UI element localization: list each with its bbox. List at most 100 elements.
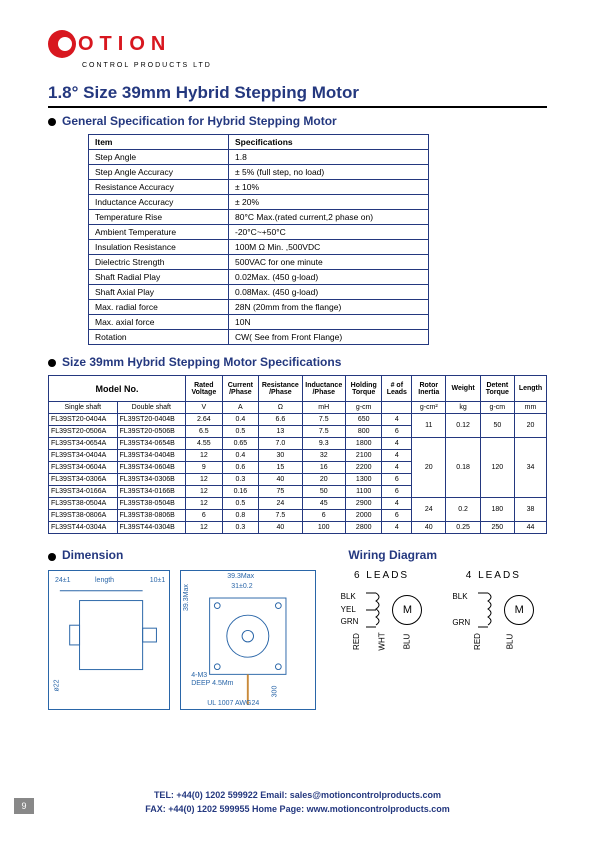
lead-label: BLK xyxy=(341,591,359,604)
unit: g-cm xyxy=(480,402,514,414)
table-cell: Step Angle xyxy=(89,150,229,165)
table-cell: FL39ST20-0404A xyxy=(49,414,118,426)
table-cell: -20°C~+50°C xyxy=(229,225,429,240)
table-cell: 16 xyxy=(302,462,345,474)
dim-label: 39.3Max xyxy=(183,584,190,611)
table-cell: 24 xyxy=(412,498,446,522)
table-cell: 12 xyxy=(186,474,223,486)
table-cell: 15 xyxy=(259,462,302,474)
table-row: FL39ST20-0404AFL39ST20-0404B2.640.46.67.… xyxy=(49,414,547,426)
table-cell: 4 xyxy=(382,450,412,462)
table-cell: 20 xyxy=(302,474,345,486)
coil-icon xyxy=(364,587,386,633)
table-cell: 12 xyxy=(186,522,223,534)
table-cell: FL39ST34-0404A xyxy=(49,450,118,462)
wiring-4-leads: 4 LEADS BLK GRN M RED BLU xyxy=(452,570,534,646)
wiring-4-left-labels: BLK GRN xyxy=(452,591,470,630)
table-cell: 250 xyxy=(480,522,514,534)
lead-label: YEL xyxy=(341,604,359,617)
table-cell: FL39ST38-0806A xyxy=(49,510,118,522)
dimension-side-svg xyxy=(49,571,169,709)
table-cell: Ambient Temperature xyxy=(89,225,229,240)
col-header: Inductance /Phase xyxy=(302,376,345,402)
table-cell: FL39ST34-0166A xyxy=(49,486,118,498)
dimension-front-view: 39.3Max 31±0.2 39.3Max 4-M3 DEEP 4.5Mm U… xyxy=(180,570,316,710)
table-cell: FL39ST38-0504A xyxy=(49,498,118,510)
col-header: Holding Torque xyxy=(345,376,382,402)
page-footer: 9 TEL: +44(0) 1202 599922 Email: sales@m… xyxy=(48,789,547,816)
table-cell: 2.64 xyxy=(186,414,223,426)
table-cell: 0.12 xyxy=(446,414,480,438)
lead-label: GRN xyxy=(452,617,470,630)
table-row: RotationCW( See from Front Flange) xyxy=(89,330,429,345)
table-cell: 44 xyxy=(514,522,546,534)
table-cell: FL39ST34-0654A xyxy=(49,438,118,450)
table-cell: 38 xyxy=(514,498,546,522)
table-cell: FL39ST34-0604B xyxy=(117,462,186,474)
bullet-icon xyxy=(48,553,56,561)
table-cell: 50 xyxy=(302,486,345,498)
subheader: Double shaft xyxy=(117,402,186,414)
table-row: Insulation Resistance100M Ω Min. ,500VDC xyxy=(89,240,429,255)
table-cell: 34 xyxy=(514,438,546,498)
gen-header-item: Item xyxy=(89,135,229,150)
dim-label: 4-M3 xyxy=(191,672,207,679)
wiring-6-title: 6 LEADS xyxy=(341,570,423,581)
bullet-icon xyxy=(48,359,56,367)
table-row: FL39ST34-0654AFL39ST34-0654B4.550.657.09… xyxy=(49,438,547,450)
table-cell: Rotation xyxy=(89,330,229,345)
table-cell: 0.6 xyxy=(222,462,259,474)
motor-symbol: M xyxy=(504,595,534,625)
dimension-front-svg xyxy=(181,571,315,709)
table-row: Resistance Accuracy± 10% xyxy=(89,180,429,195)
table-cell: 0.4 xyxy=(222,414,259,426)
motor-symbol: M xyxy=(392,595,422,625)
col-header: Weight xyxy=(446,376,480,402)
table-row: Single shaft Double shaft V A Ω mH g-cm … xyxy=(49,402,547,414)
table-cell: 28N (20mm from the flange) xyxy=(229,300,429,315)
dim-label: length xyxy=(95,577,114,584)
table-cell: 6 xyxy=(382,474,412,486)
table-cell: 11 xyxy=(412,414,446,438)
table-row: Dielectric Strength500VAC for one minute xyxy=(89,255,429,270)
logo-text: OTION xyxy=(78,33,171,56)
wiring-6-left-labels: BLK YEL GRN xyxy=(341,591,359,629)
table-cell: 2200 xyxy=(345,462,382,474)
lead-label: BLU xyxy=(403,634,412,650)
table-cell: 50 xyxy=(480,414,514,438)
dimension-heading: Dimension xyxy=(62,548,123,562)
dim-label: 39.3Max xyxy=(227,573,254,580)
unit: A xyxy=(222,402,259,414)
wiring-4-title: 4 LEADS xyxy=(452,570,534,581)
table-cell: FL39ST34-0306B xyxy=(117,474,186,486)
table-cell: 9.3 xyxy=(302,438,345,450)
table-cell: 0.08Max. (450 g-load) xyxy=(229,285,429,300)
logo-mark-icon xyxy=(48,30,76,58)
table-cell: FL39ST20-0404B xyxy=(117,414,186,426)
table-row: Inductance Accuracy± 20% xyxy=(89,195,429,210)
col-header: Rotor Inertia xyxy=(412,376,446,402)
table-cell: 6 xyxy=(186,510,223,522)
table-cell: 6.6 xyxy=(259,414,302,426)
company-logo: OTION xyxy=(48,30,547,58)
table-row: Shaft Axial Play0.08Max. (450 g-load) xyxy=(89,285,429,300)
table-cell: 0.5 xyxy=(222,426,259,438)
unit: mm xyxy=(514,402,546,414)
table-cell: 20 xyxy=(514,414,546,438)
table-cell: FL39ST44-0304B xyxy=(117,522,186,534)
table-cell: 650 xyxy=(345,414,382,426)
table-cell: 180 xyxy=(480,498,514,522)
table-cell: FL39ST34-0654B xyxy=(117,438,186,450)
lead-label: WHT xyxy=(378,632,387,650)
table-cell: 6 xyxy=(382,486,412,498)
table-row: FL39ST38-0504AFL39ST38-0504B120.52445290… xyxy=(49,498,547,510)
wiring-heading: Wiring Diagram xyxy=(348,548,437,562)
table-cell: FL39ST20-0506A xyxy=(49,426,118,438)
table-cell: 120 xyxy=(480,438,514,498)
table-cell: 4 xyxy=(382,414,412,426)
table-cell: 0.3 xyxy=(222,522,259,534)
table-cell: 6 xyxy=(382,426,412,438)
spec-table-block: Model No. Rated Voltage Current /Phase R… xyxy=(48,375,547,534)
table-cell: 0.25 xyxy=(446,522,480,534)
section-spec-heading: Size 39mm Hybrid Stepping Motor Specific… xyxy=(48,355,547,369)
